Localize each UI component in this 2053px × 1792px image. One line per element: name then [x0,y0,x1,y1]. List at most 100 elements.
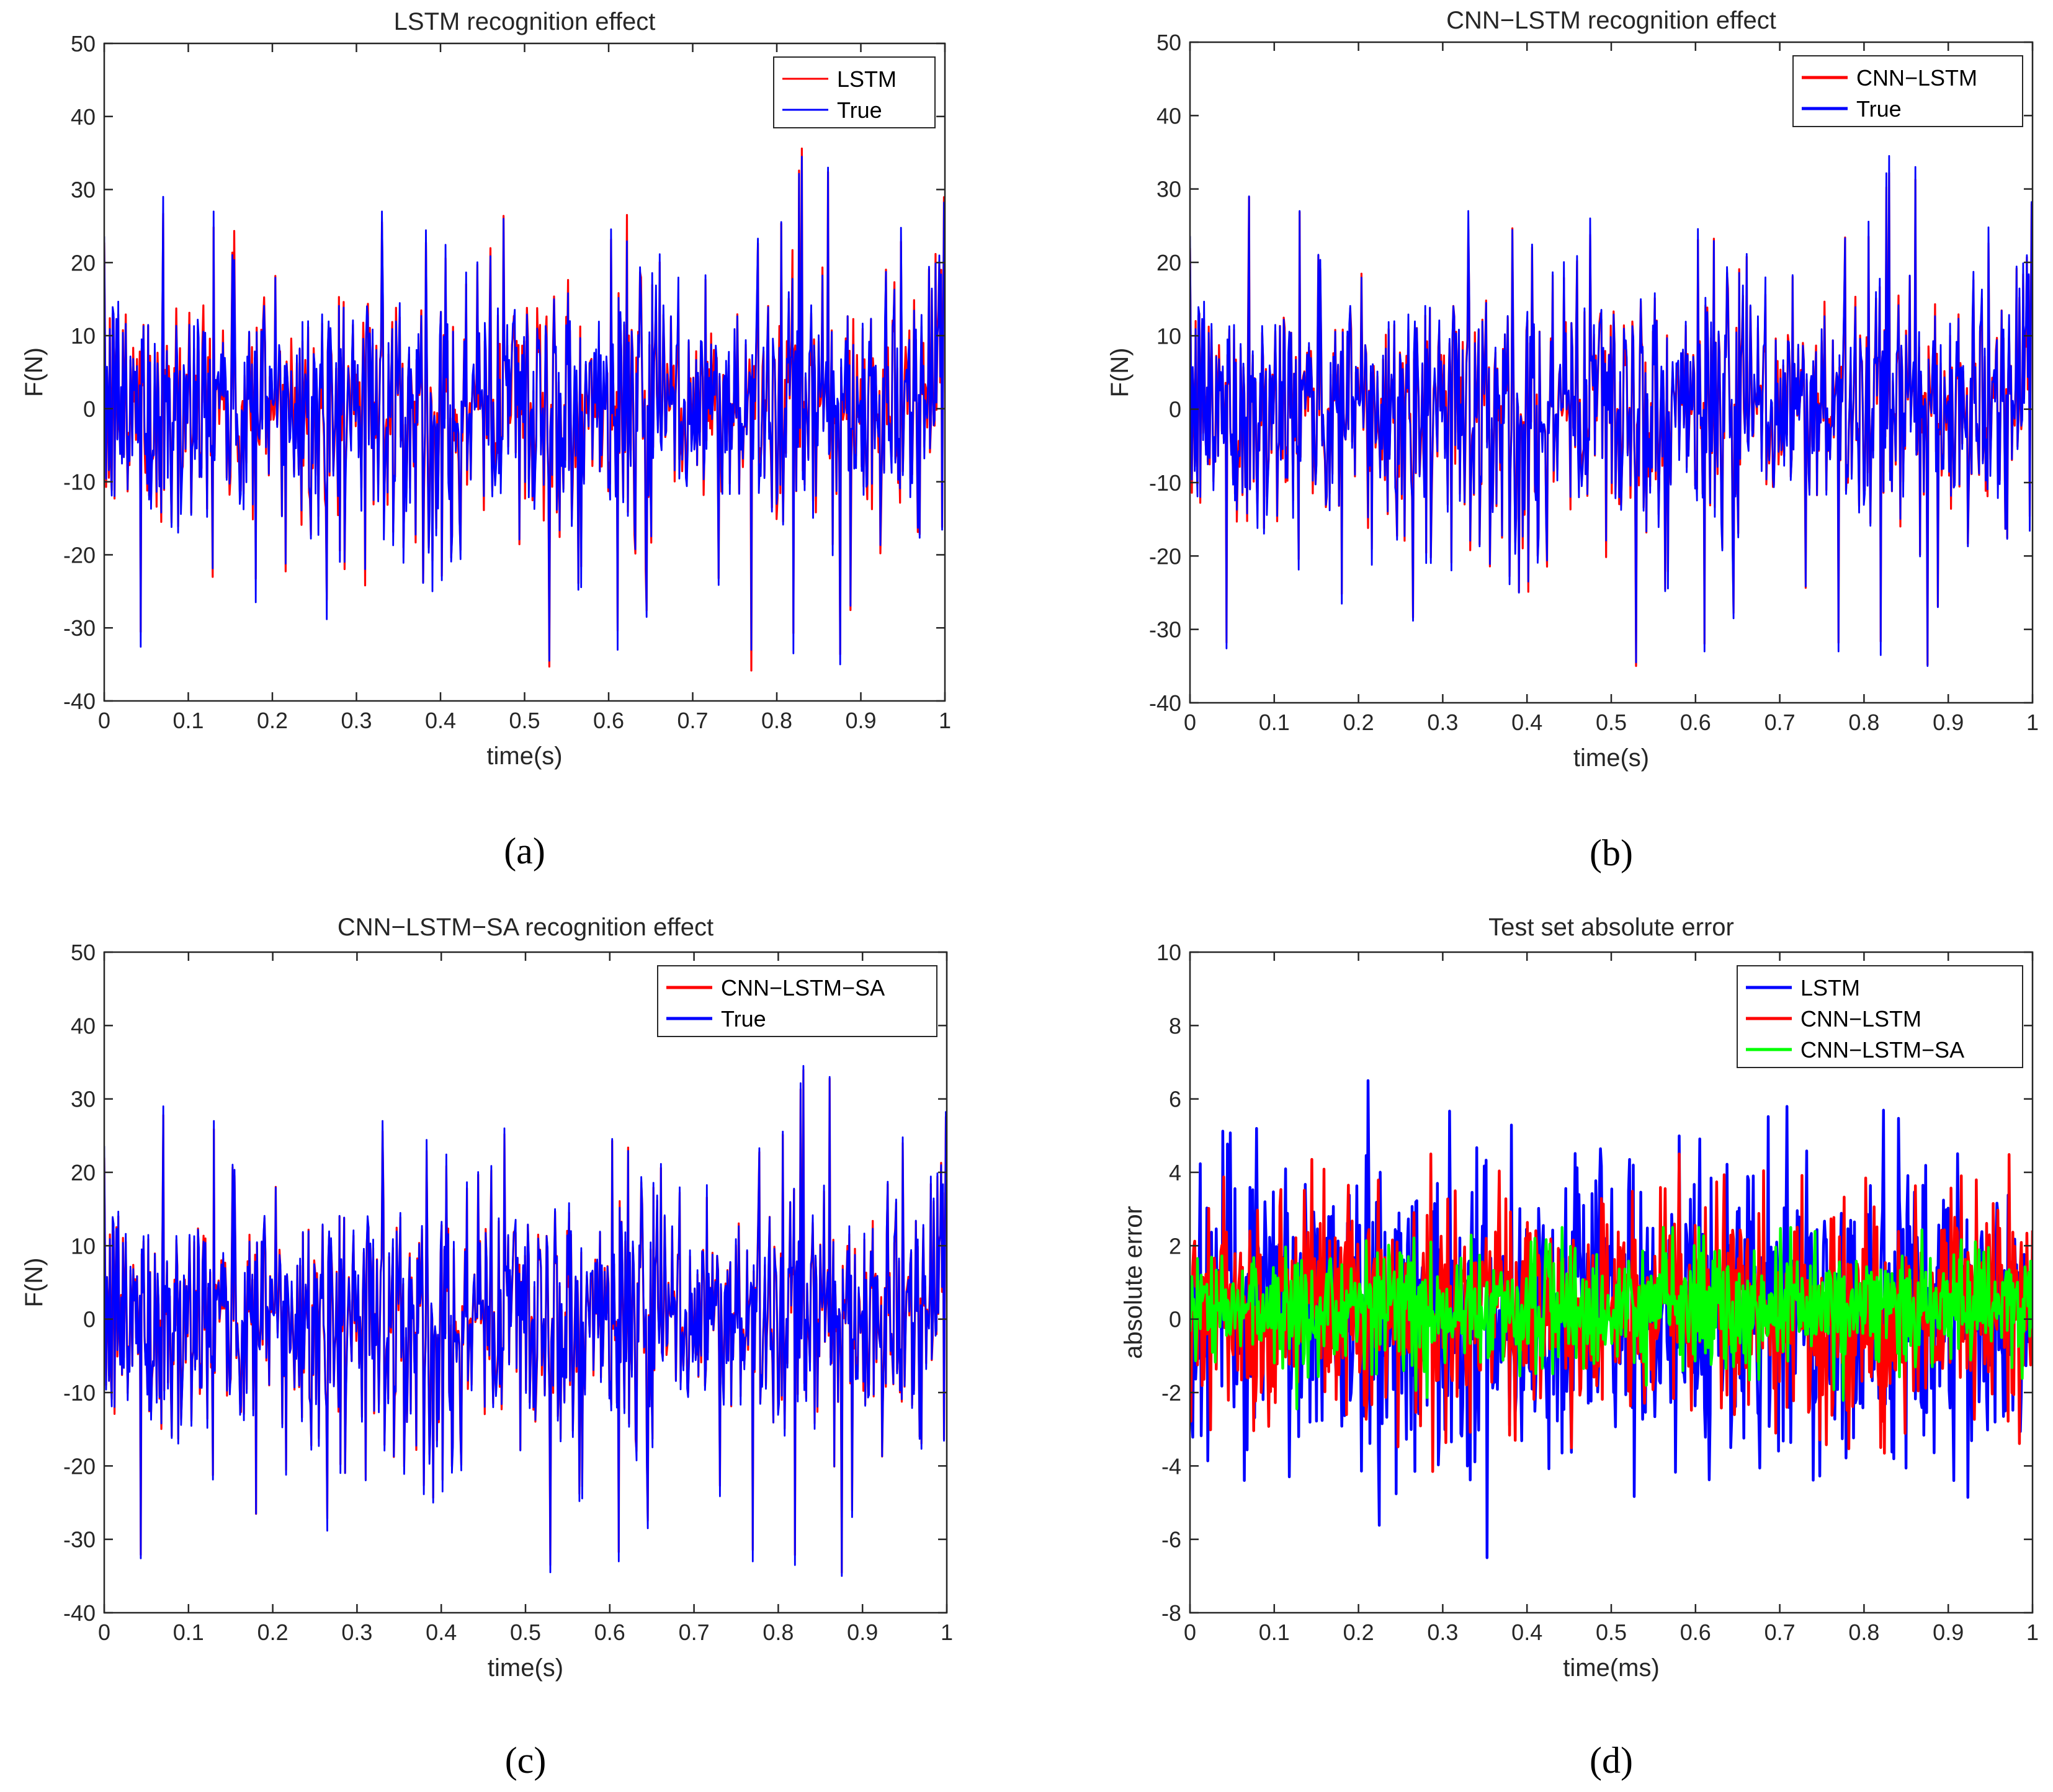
y-tick-label: -40 [1149,690,1181,716]
y-tick-label: -30 [63,1527,96,1553]
y-tick-label: -20 [63,1453,96,1479]
y-tick-label: 8 [1169,1013,1181,1038]
chart-title: Test set absolute error [1488,914,1734,941]
x-tick-label: 1 [2026,710,2039,735]
y-tick-label: 30 [1156,177,1181,202]
y-tick-label: 30 [71,1087,96,1112]
y-tick-label: 0 [83,396,96,422]
y-tick-label: -30 [63,615,96,641]
x-tick-label: 0.9 [845,708,876,733]
x-tick-label: 0.6 [1680,710,1711,735]
legend-box [657,965,937,1037]
y-tick-label: 0 [83,1307,96,1332]
panel-caption: (d) [1590,1740,1633,1781]
legend: LSTM True [773,56,936,128]
x-tick-label: 0.2 [257,708,288,733]
y-tick-label: 0 [1169,1307,1181,1332]
x-tick-label: 0.1 [1259,710,1290,735]
panel-caption: (a) [504,831,545,871]
series-line-cnn-lstm [1190,1152,2033,1473]
legend-box [1792,55,2023,127]
y-tick-label: 10 [1156,940,1181,965]
y-tick-label: 40 [71,104,96,130]
y-tick-label: 10 [71,323,96,349]
x-tick-label: 0.1 [172,708,204,733]
x-tick-label: 0.6 [594,1620,625,1645]
x-tick-label: 0.3 [1427,710,1458,735]
legend-box [773,56,936,128]
legend-label: LSTM [837,66,897,92]
x-tick-label: 1 [939,708,951,733]
x-tick-label: 0.9 [1933,1620,1964,1645]
x-tick-label: 0.7 [679,1620,710,1645]
x-tick-label: 0.8 [761,708,792,733]
series-line-true [104,1065,947,1577]
x-tick-label: 0 [1184,1620,1196,1645]
x-tick-label: 0.4 [425,708,456,733]
y-tick-label: 20 [71,250,96,275]
y-tick-label: -4 [1161,1453,1181,1479]
y-tick-label: -10 [63,470,96,495]
y-axis-label: absolute error [1120,1206,1147,1359]
y-tick-label: -6 [1161,1527,1181,1553]
x-tick-label: 0.3 [341,708,372,733]
y-tick-label: 50 [71,31,96,56]
x-tick-label: 0.4 [426,1620,457,1645]
x-tick-label: 1 [941,1620,953,1645]
y-axis-label: F(N) [20,1258,48,1308]
x-tick-label: 0.4 [1511,1620,1542,1645]
x-tick-label: 0.3 [1427,1620,1458,1645]
y-tick-label: 2 [1169,1233,1181,1259]
x-tick-label: 0.5 [1596,1620,1627,1645]
x-tick-label: 0.5 [510,1620,541,1645]
legend-label: CNN−LSTM [1800,1006,1921,1032]
y-tick-label: -20 [1149,543,1181,569]
y-tick-label: -10 [1149,470,1181,496]
x-tick-label: 0 [98,1620,110,1645]
x-tick-label: 0.3 [341,1620,372,1645]
legend-label: True [721,1006,766,1032]
legend-label: CNN−LSTM−SA [1800,1037,1964,1063]
series-line-true [1190,155,2033,667]
chart-title: LSTM recognition effect [394,8,656,35]
y-tick-label: -10 [63,1380,96,1406]
x-tick-label: 0.8 [1848,710,1879,735]
y-tick-label: 40 [71,1013,96,1038]
x-tick-label: 0 [1184,710,1196,735]
legend-label: CNN−LSTM−SA [721,975,885,1001]
y-tick-label: 4 [1169,1160,1181,1185]
x-tick-label: 0.1 [1259,1620,1290,1645]
traces [104,147,945,672]
y-axis-label: F(N) [1106,348,1134,398]
y-tick-label: -8 [1161,1600,1181,1626]
chart-panel-b: 0 0.1 0.2 0.3 0.4 0.5 0.6 0.7 0.8 0.9 1 -40 -30 -20 -1… [1106,7,2039,873]
panel-caption: (c) [505,1740,547,1781]
x-tick-label: 0.2 [1343,710,1374,735]
chart-panel-a: 0 0.1 0.2 0.3 0.4 0.5 0.6 0.7 0.8 0.9 1 -40 -30 -20 -1… [20,8,951,871]
y-tick-label: 10 [71,1233,96,1259]
x-tick-label: 0.9 [847,1620,878,1645]
x-tick-label: 1 [2026,1620,2039,1645]
x-axis-label: time(s) [1573,744,1649,772]
x-tick-label: 0.7 [1765,710,1796,735]
y-tick-label: -30 [1149,617,1181,643]
y-tick-label: -2 [1161,1380,1181,1406]
x-tick-label: 0.7 [1765,1620,1796,1645]
x-axis-label: time(s) [486,742,562,770]
y-tick-label: -40 [63,689,96,714]
x-tick-label: 0 [98,708,110,733]
x-axis-label: time(ms) [1563,1654,1660,1682]
x-tick-label: 0.5 [509,708,540,733]
legend-label: True [1856,96,1902,122]
y-tick-label: -40 [63,1600,96,1626]
x-tick-label: 0.6 [593,708,624,733]
x-tick-label: 0.1 [173,1620,204,1645]
chart-panel-d: 0 0.1 0.2 0.3 0.4 0.5 0.6 0.7 0.8 0.9 1 -8 -6 -4 -2 0 2 4… [1120,914,2039,1781]
y-tick-label: 6 [1169,1087,1181,1112]
x-axis-label: time(s) [488,1654,563,1682]
traces [1190,155,2033,667]
traces [1190,1079,2033,1559]
chart-panel-c: 0 0.1 0.2 0.3 0.4 0.5 0.6 0.7 0.8 0.9 1 -40 -30 -20 -1… [20,914,953,1781]
chart-title: CNN−LSTM−SA recognition effect [338,914,713,941]
